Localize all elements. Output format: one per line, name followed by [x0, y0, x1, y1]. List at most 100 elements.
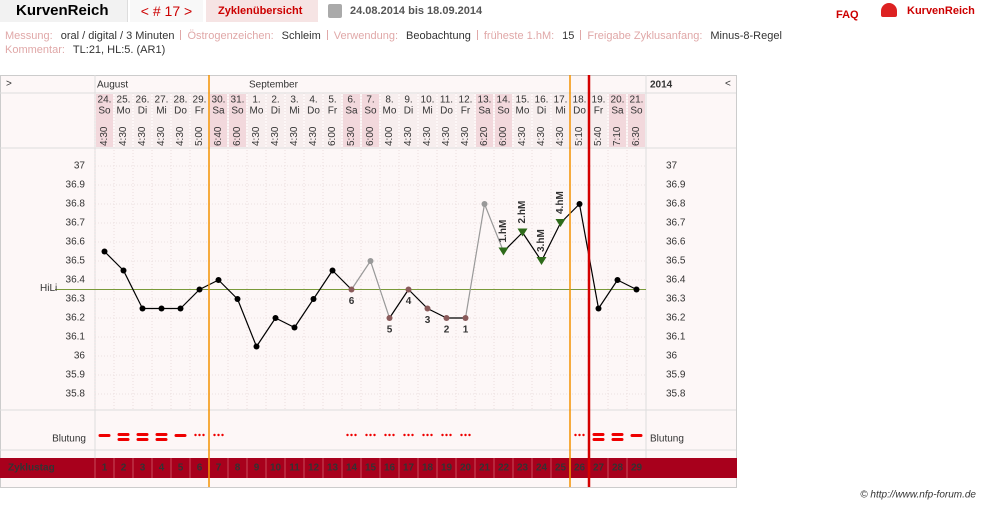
day-header-bg: [438, 94, 455, 147]
bleeding-mark: [198, 433, 201, 437]
logo-text[interactable]: KurvenReich: [907, 5, 975, 17]
y-tick-label: 37: [74, 161, 86, 172]
print-icon[interactable]: [328, 4, 342, 18]
separator: [180, 30, 182, 40]
time-label: 4:30: [175, 126, 186, 146]
time-label: 6:00: [327, 126, 338, 146]
time-label: 6:00: [232, 126, 243, 146]
temp-segment: [122, 270, 144, 309]
info-value: 15: [562, 30, 575, 42]
cycle-day: 12: [308, 463, 320, 474]
weekday-label: Mi: [156, 106, 167, 117]
bleeding-mark: [213, 433, 216, 437]
weekday-label: So: [364, 106, 377, 117]
cycle-day: 6: [197, 463, 203, 474]
date-label: 30.: [212, 95, 226, 106]
hm-label: 2.hM: [517, 201, 528, 224]
temp-point: [614, 277, 621, 283]
cycle-day: 26: [574, 463, 586, 474]
cycle-day: 1: [102, 463, 108, 474]
brand[interactable]: KurvenReich: [0, 0, 128, 22]
nav-prev[interactable]: >: [6, 79, 12, 90]
date-label: 13.: [478, 95, 492, 106]
bleeding-mark: [221, 433, 224, 437]
day-header-bg: [381, 94, 398, 147]
day-header-bg: [191, 94, 208, 147]
temp-point: [291, 324, 298, 331]
date-label: 7.: [366, 95, 374, 106]
day-header-bg: [609, 94, 626, 147]
day-header-bg: [115, 94, 132, 147]
date-label: 24.: [98, 95, 112, 106]
day-header-bg: [172, 94, 189, 147]
day-header-bg: [96, 94, 113, 147]
hm-marker: [555, 219, 566, 227]
day-header-bg: [476, 94, 493, 147]
time-label: 5:30: [346, 126, 357, 146]
cycle-day: 3: [140, 463, 146, 474]
bleeding-mark: [384, 433, 387, 437]
cycle-nav[interactable]: < # 17 >: [130, 0, 203, 22]
bleeding-mark: [422, 433, 425, 437]
weekday-label: So: [630, 106, 643, 117]
bleeding-mark: [365, 433, 368, 437]
y-tick-label: 36: [74, 351, 86, 362]
day-header-bg: [362, 94, 379, 147]
date-label: 4.: [309, 95, 317, 106]
overview-tab[interactable]: Zyklenübersicht: [206, 0, 318, 22]
day-header-bg: [286, 94, 303, 147]
time-label: 4:30: [403, 126, 414, 146]
bleeding-mark: [403, 433, 406, 437]
day-header-bg: [514, 94, 531, 147]
info-label: Freigabe Zyklusanfang:: [587, 30, 703, 42]
time-label: 4:30: [441, 126, 452, 146]
bleeding-mark: [468, 433, 471, 437]
cycle-day: 25: [555, 463, 567, 474]
temp-point: [253, 343, 260, 350]
bleeding-mark: [611, 433, 624, 436]
temp-segment: [540, 222, 562, 262]
y-tick-label: 35.9: [66, 370, 86, 381]
nav-next[interactable]: <: [725, 79, 731, 90]
time-label: 4:30: [536, 126, 547, 146]
day-header-bg: [134, 94, 151, 147]
temp-point: [215, 277, 222, 283]
cycle-day: 13: [327, 463, 339, 474]
temp-segment: [218, 279, 238, 300]
date-label: 11.: [440, 95, 453, 106]
day-header-bg: [305, 94, 322, 147]
cycle-day: 28: [612, 463, 624, 474]
time-label: 4:30: [517, 126, 528, 146]
date-label: 8.: [385, 95, 393, 106]
cycle-day-label: Zyklustag: [8, 463, 55, 474]
info-label: Verwendung:: [333, 30, 398, 42]
faq-link[interactable]: FAQ: [836, 9, 859, 21]
cycle-day: 10: [270, 463, 282, 474]
cycle-day: 11: [289, 463, 300, 474]
date-label: 17.: [554, 95, 568, 106]
weekday-label: Mi: [422, 106, 433, 117]
temp-point: [481, 201, 488, 207]
time-label: 4:30: [308, 126, 319, 146]
weekday-label: Sa: [611, 106, 624, 117]
hm-marker: [536, 257, 547, 265]
low-label: 3: [425, 315, 431, 326]
weekday-label: Do: [307, 106, 320, 117]
temp-segment: [598, 279, 618, 309]
temp-segment: [313, 270, 333, 300]
separator: [580, 30, 582, 40]
temp-point: [101, 248, 108, 255]
time-label: 6:20: [479, 126, 490, 146]
weekday-label: Fr: [461, 106, 471, 117]
y-tick-label: 36.7: [66, 218, 86, 229]
weekday-label: Sa: [345, 106, 358, 117]
time-label: 6:00: [365, 126, 376, 146]
temp-point: [576, 201, 583, 207]
cycle-day: 8: [235, 463, 241, 474]
temp-point: [443, 315, 450, 321]
date-label: 16.: [535, 95, 549, 106]
info-value: Beobachtung: [406, 30, 471, 42]
temp-segment: [369, 260, 391, 319]
